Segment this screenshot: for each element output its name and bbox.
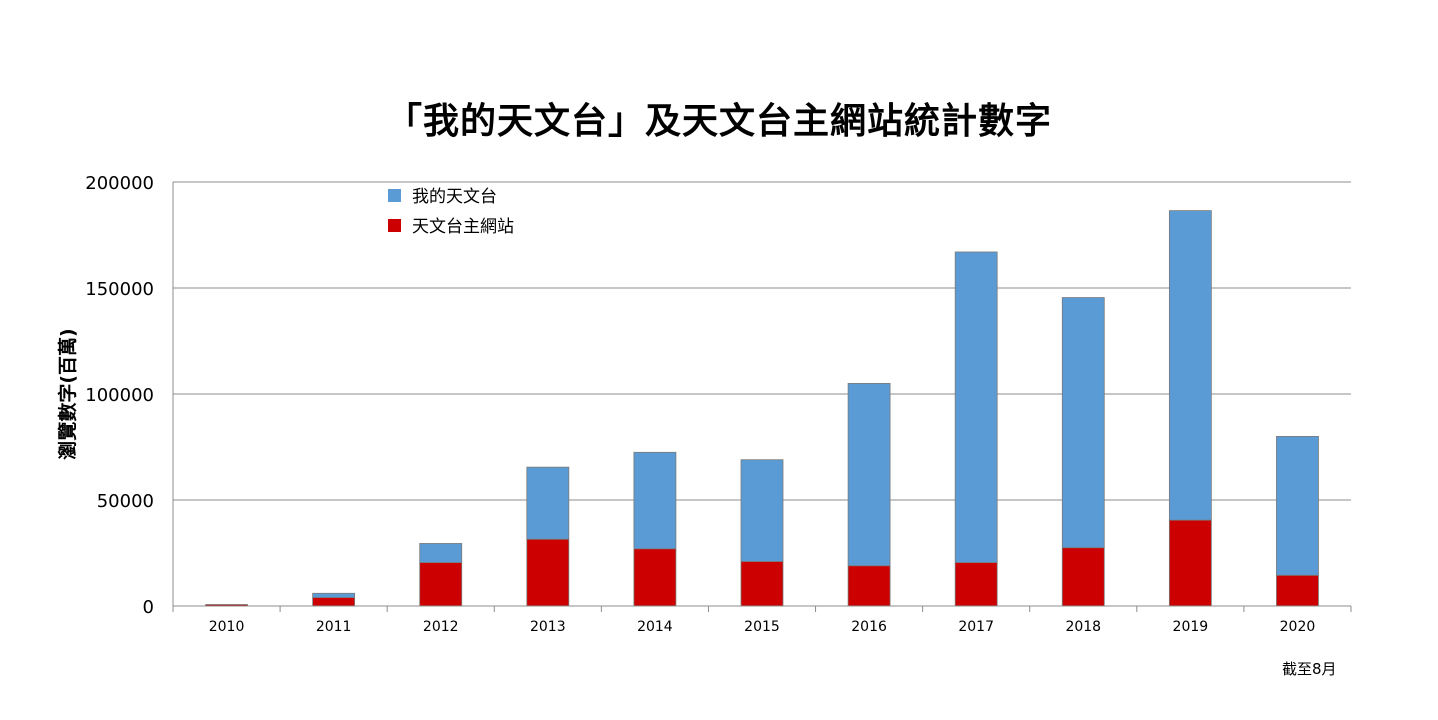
- bar-2012-main-site: [419, 562, 463, 607]
- x-tick-label: 2019: [1173, 619, 1209, 635]
- x-tick-label: 2013: [530, 619, 566, 635]
- y-tick-label: 200000: [85, 173, 154, 194]
- y-tick-label: 100000: [85, 385, 154, 406]
- x-tick-label: 2010: [209, 619, 245, 635]
- x-tick-label: 2012: [423, 619, 459, 635]
- y-tick-label: 0: [143, 597, 154, 618]
- x-tick-labels: 2010 2011 2012 2013 2014 2015 2016 2017 2018 2019…: [209, 619, 1316, 635]
- bar-2017-my-observatory: [954, 251, 998, 563]
- bar-2011-my-observatory: [312, 592, 356, 598]
- bar-2017-main-site: [954, 562, 998, 607]
- legend-label: 天文台主網站: [412, 217, 514, 237]
- bar-2018-my-observatory: [1061, 297, 1105, 549]
- bar-2020-main-site: [1276, 574, 1319, 607]
- x-tick-label: 2015: [744, 619, 780, 635]
- bar-2016-my-observatory: [847, 382, 891, 567]
- bar-2013-my-observatory: [526, 466, 570, 540]
- bar-2014-my-observatory: [633, 451, 677, 550]
- bar-2014-main-site: [633, 548, 677, 607]
- x-tick-label: 2020: [1280, 619, 1316, 635]
- bar-2016-main-site: [847, 565, 891, 607]
- y-tick-label: 150000: [85, 279, 154, 300]
- x-tick-label: 2016: [851, 619, 887, 635]
- bar-2015-main-site: [740, 561, 784, 607]
- bar-2011-main-site: [312, 597, 356, 607]
- grid-lines: [173, 181, 1351, 501]
- x-tick-label: 2011: [316, 619, 352, 635]
- bar-2018-main-site: [1061, 547, 1105, 607]
- chart-title: 「我的天文台」及天文台主網站統計數字: [385, 101, 1052, 142]
- legend-label: 我的天文台: [412, 187, 497, 207]
- x-tick-label: 2014: [637, 619, 673, 635]
- x-tick-label: 2018: [1065, 619, 1101, 635]
- bar-2020-my-observatory: [1276, 435, 1319, 576]
- bars: [205, 210, 1319, 607]
- legend-swatch: [388, 219, 401, 232]
- y-tick-labels: 0 50000 100000 150000 200000: [85, 173, 154, 618]
- bar-2012-my-observatory: [419, 543, 463, 563]
- bar-2019-main-site: [1168, 519, 1212, 607]
- axes: [172, 182, 1352, 612]
- y-tick-label: 50000: [97, 491, 154, 512]
- y-axis-label: 瀏覽數字(百萬): [56, 328, 79, 459]
- bar-2013-main-site: [526, 538, 570, 607]
- bar-2015-my-observatory: [740, 459, 784, 562]
- bar-2019-my-observatory: [1168, 210, 1212, 521]
- legend-swatch: [388, 189, 401, 202]
- footnote: 截至8月: [1282, 660, 1337, 678]
- x-tick-label: 2017: [958, 619, 994, 635]
